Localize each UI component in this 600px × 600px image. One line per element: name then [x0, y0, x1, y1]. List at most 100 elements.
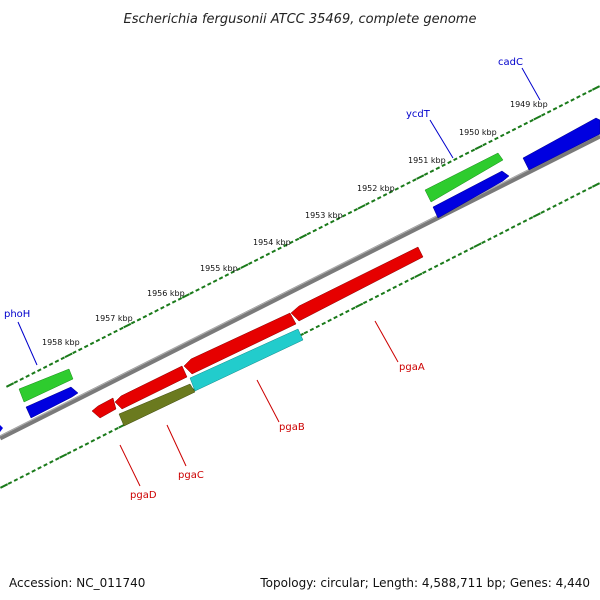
gene-arrow-ycdT[interactable]: [432, 170, 510, 219]
gene-label-cadC[interactable]: cadC: [498, 57, 523, 68]
minor-tick: [464, 151, 470, 156]
minor-tick: [90, 439, 96, 443]
minor-tick: [113, 329, 118, 334]
minor-tick: [581, 189, 587, 193]
minor-tick: [457, 252, 463, 256]
minor-tick: [277, 246, 282, 251]
minor-tick: [576, 192, 581, 196]
minor-tick: [201, 285, 206, 289]
minor-tick: [108, 430, 113, 434]
gene-label-pgaD[interactable]: pgaD: [130, 490, 157, 501]
minor-tick: [43, 463, 48, 467]
minor-tick: [441, 163, 446, 167]
leader-line-ycdT: [429, 119, 454, 159]
minor-tick: [511, 127, 517, 132]
minor-tick: [458, 154, 464, 159]
minor-tick: [546, 110, 552, 114]
gene-arrow-pgaC[interactable]: [118, 383, 196, 427]
gene-label-pgaA[interactable]: pgaA: [399, 362, 425, 373]
minor-tick: [494, 136, 499, 141]
minor-tick: [516, 222, 522, 226]
minor-tick: [529, 118, 534, 123]
gene-arrow-pgaD[interactable]: [91, 397, 117, 419]
kbp-label: 1955 kbp: [200, 264, 238, 273]
minor-tick: [19, 377, 24, 381]
minor-tick: [392, 285, 397, 290]
leader-line-pgaC: [166, 424, 187, 467]
genome-backbone: [0, 133, 600, 441]
gene-arrow-phoH-green[interactable]: [18, 368, 74, 403]
gene-label-pgaB[interactable]: pgaB: [279, 422, 305, 433]
minor-tick: [248, 261, 253, 265]
minor-tick: [171, 300, 177, 304]
minor-tick: [236, 267, 241, 271]
minor-tick: [89, 341, 95, 346]
leader-line-phoH: [17, 321, 38, 366]
minor-tick: [428, 267, 433, 272]
forward-features: [0, 117, 600, 432]
minor-tick: [487, 237, 492, 241]
minor-tick: [271, 249, 276, 254]
minor-tick: [482, 142, 487, 147]
genome-summary-text: Topology: circular; Length: 4,588,711 bp…: [260, 576, 590, 590]
gene-label-pgaC[interactable]: pgaC: [178, 470, 204, 481]
major-tick: [414, 272, 423, 278]
gene-arrow-pgaA[interactable]: [290, 246, 424, 322]
minor-tick: [218, 276, 224, 280]
minor-tick: [7, 481, 13, 485]
minor-tick: [382, 193, 388, 197]
minor-tick: [362, 300, 368, 305]
minor-tick: [13, 380, 19, 384]
minor-tick: [330, 219, 335, 224]
minor-tick: [587, 89, 593, 93]
minor-tick: [84, 442, 90, 446]
kbp-labels: 1949 kbp 1950 kbp 1951 kbp 1952 kbp 1953…: [42, 100, 548, 347]
minor-tick: [259, 255, 265, 260]
minor-tick: [380, 291, 386, 296]
gene-label-ycdT[interactable]: ycdT: [406, 109, 431, 120]
minor-tick: [130, 320, 136, 325]
minor-tick: [54, 359, 60, 363]
minor-tick: [410, 276, 415, 281]
minor-tick: [160, 306, 165, 310]
minor-tick: [25, 472, 30, 476]
kbp-label: 1958 kbp: [42, 338, 80, 347]
gene-arrow-phoH[interactable]: [25, 386, 79, 419]
gene-arrow-pgaB[interactable]: [189, 328, 304, 392]
major-tick: [533, 115, 542, 121]
minor-tick: [558, 201, 563, 205]
minor-tick: [453, 157, 458, 162]
minor-tick: [365, 202, 370, 206]
leader-line-pgaA: [374, 320, 399, 363]
minor-tick: [341, 213, 347, 218]
minor-tick: [78, 347, 83, 352]
minor-tick: [488, 139, 493, 144]
minor-tick: [388, 190, 394, 194]
gene-arrow-ycdT-green[interactable]: [424, 152, 504, 203]
minor-tick: [582, 92, 587, 96]
minor-tick: [429, 169, 435, 173]
minor-tick: [339, 312, 344, 317]
gene-label-phoH[interactable]: phoH: [4, 309, 30, 320]
major-tick: [59, 453, 68, 459]
minor-tick: [324, 222, 329, 227]
gene-arrow-pgaB-red[interactable]: [114, 365, 188, 410]
kbp-label: 1954 kbp: [253, 238, 291, 247]
gene-arrow-pgaC-red[interactable]: [183, 312, 297, 375]
minor-tick: [345, 309, 350, 314]
gene-arrow-cadC[interactable]: [522, 117, 600, 171]
minor-tick: [500, 133, 505, 138]
minor-tick: [96, 436, 101, 440]
minor-tick: [404, 279, 409, 284]
genome-backbone-highlight: [0, 133, 600, 437]
reverse-features: [91, 246, 424, 427]
major-tick: [240, 263, 249, 269]
minor-tick: [55, 457, 60, 461]
minor-tick: [31, 469, 36, 473]
leader-line-pgaD: [119, 444, 141, 487]
minor-tick: [541, 112, 546, 117]
minor-tick: [19, 475, 24, 479]
major-tick: [64, 352, 73, 358]
minor-tick: [306, 231, 312, 236]
